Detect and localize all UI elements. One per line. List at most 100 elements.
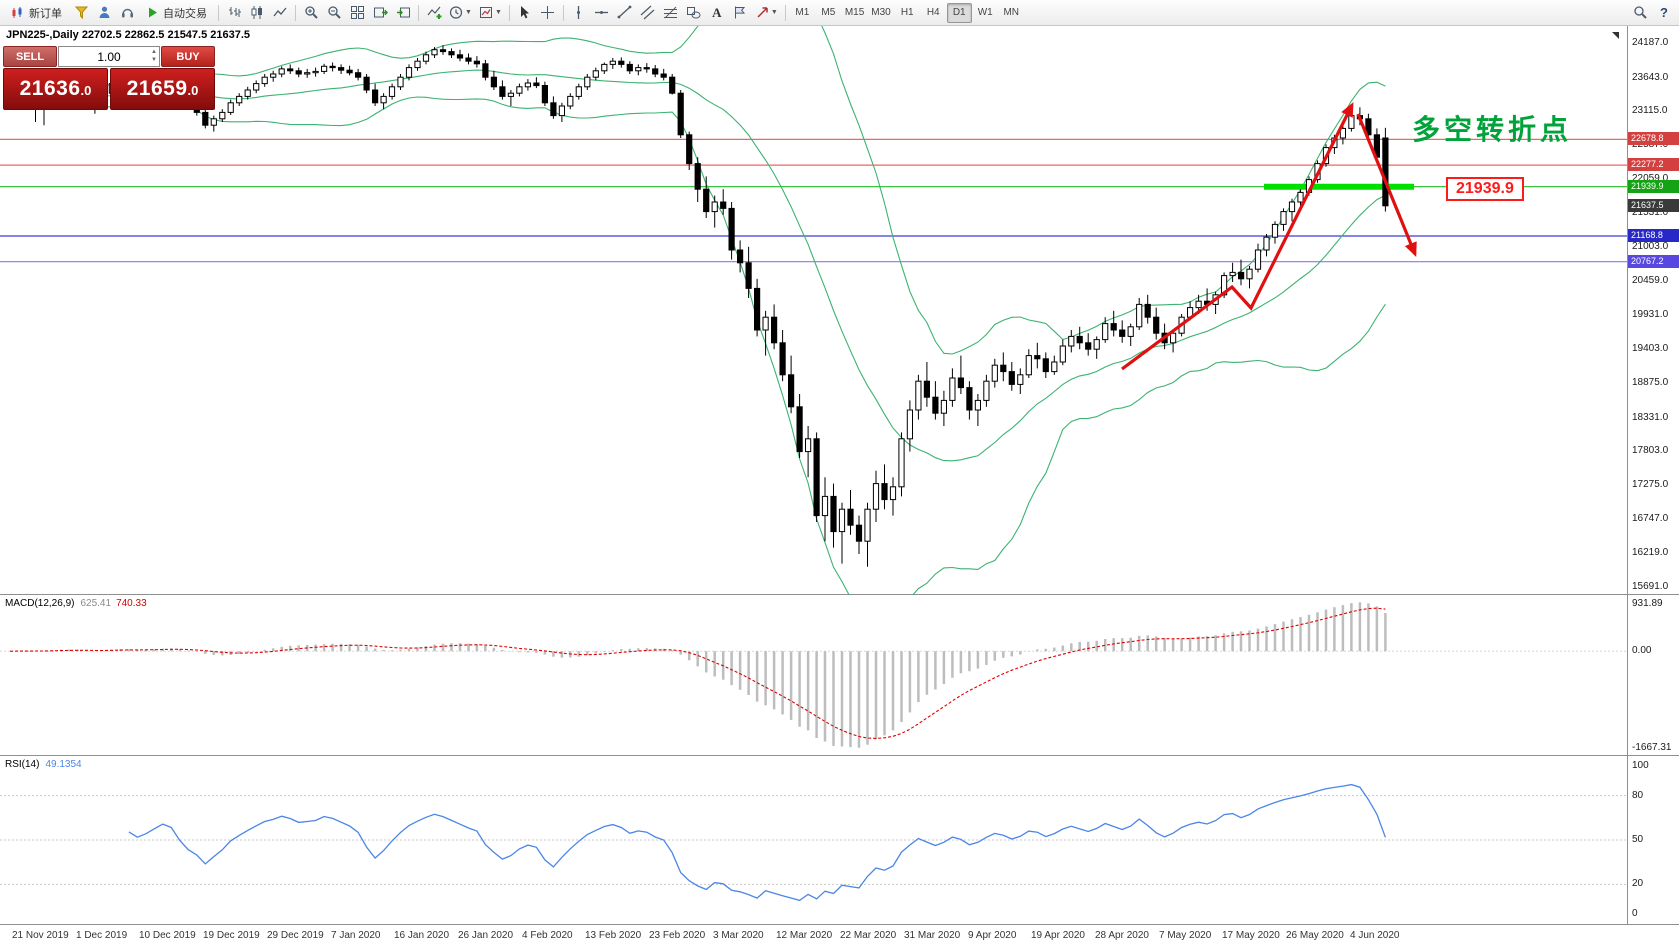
one-click-trading-panel: SELL ▲▼ BUY 21636.0 21659.0 xyxy=(3,46,215,110)
new-order-label: 新订单 xyxy=(29,7,62,20)
periods-button[interactable]: ▼ xyxy=(446,3,475,23)
toolbar-separator xyxy=(218,4,219,21)
date-label: 13 Feb 2020 xyxy=(585,930,642,941)
candlestick-mode-button[interactable] xyxy=(246,3,268,23)
price-tick: 17275.0 xyxy=(1632,479,1669,490)
bar-chart-mode-button[interactable] xyxy=(223,3,245,23)
spin-down-icon[interactable]: ▼ xyxy=(151,57,157,63)
sell-button[interactable]: SELL xyxy=(3,46,57,67)
zoom-in-button[interactable] xyxy=(300,3,322,23)
date-label: 19 Apr 2020 xyxy=(1031,930,1085,941)
rsi-axis[interactable]: 100 80 50 20 0 xyxy=(1627,756,1679,924)
line-chart-mode-button[interactable] xyxy=(269,3,291,23)
tile-windows-button[interactable] xyxy=(346,3,368,23)
new-order-button[interactable]: 新订单 xyxy=(4,3,69,23)
profile-button[interactable] xyxy=(93,3,115,23)
auto-trading-label: 自动交易 xyxy=(163,7,207,20)
auto-trading-button[interactable]: 自动交易 xyxy=(139,3,214,23)
timeframe-d1[interactable]: D1 xyxy=(946,2,972,23)
auto-scroll-button[interactable] xyxy=(369,3,391,23)
macd-axis-label: 0.00 xyxy=(1632,645,1652,657)
date-label: 1 Dec 2019 xyxy=(76,930,128,941)
toolbar-separator xyxy=(418,4,419,21)
arrows-tool[interactable]: ▼ xyxy=(752,3,781,23)
templates-button[interactable]: ▼ xyxy=(476,3,505,23)
date-label: 16 Jan 2020 xyxy=(394,930,450,941)
price-tick: 21531.0 xyxy=(1632,207,1669,218)
shapes-tool[interactable] xyxy=(683,3,705,23)
date-label: 22 Mar 2020 xyxy=(840,930,897,941)
date-label: 26 May 2020 xyxy=(1286,930,1344,941)
price-tick: 17803.0 xyxy=(1632,445,1669,456)
auto-scroll-icon xyxy=(373,7,388,18)
price-axis[interactable]: 24187.023643.023115.022587.022059.021531… xyxy=(1627,26,1679,594)
timeframe-h4[interactable]: H4 xyxy=(926,7,940,18)
zoom-in-icon xyxy=(304,6,318,19)
sell-price-main: 21636 xyxy=(19,77,81,100)
main-chart-canvas[interactable] xyxy=(0,26,1627,595)
price-tick: 21003.0 xyxy=(1632,241,1669,252)
fibonacci-tool[interactable] xyxy=(660,3,682,23)
date-label: 28 Apr 2020 xyxy=(1095,930,1149,941)
sell-price-display[interactable]: 21636.0 xyxy=(3,68,108,110)
bar-chart-icon xyxy=(228,7,241,17)
price-tick: 23643.0 xyxy=(1632,72,1669,83)
macd-axis-label: -1667.31 xyxy=(1632,742,1672,753)
date-label: 3 Mar 2020 xyxy=(713,930,764,941)
indicators-button[interactable] xyxy=(423,3,445,23)
text-tool[interactable]: A xyxy=(712,4,722,20)
buy-price-display[interactable]: 21659.0 xyxy=(110,68,215,110)
chart-shift-button[interactable] xyxy=(392,3,414,23)
timeframe-w1[interactable]: W1 xyxy=(977,7,993,18)
date-label: 29 Dec 2019 xyxy=(267,930,324,941)
price-tick: 19931.0 xyxy=(1632,309,1669,320)
timeframe-h1[interactable]: H1 xyxy=(900,7,914,18)
toolbar-right-group: ? xyxy=(1629,3,1675,23)
buy-button[interactable]: BUY xyxy=(161,46,215,67)
time-axis[interactable]: 21 Nov 2019 1 Dec 2019 10 Dec 2019 19 Dec 2… xyxy=(0,925,1679,947)
date-label: 7 Jan 2020 xyxy=(331,930,381,941)
clock-icon xyxy=(449,6,463,19)
rsi-canvas[interactable] xyxy=(0,756,1627,924)
timeframe-mn[interactable]: MN xyxy=(1003,7,1019,18)
search-button[interactable] xyxy=(1629,3,1651,23)
timeframe-m5[interactable]: M5 xyxy=(821,7,836,18)
macd-axis[interactable]: 931.89 0.00 -1667.31 xyxy=(1627,595,1679,755)
timeframe-m1[interactable]: M1 xyxy=(795,7,810,18)
price-tick: 20459.0 xyxy=(1632,275,1669,286)
volume-field-wrap: ▲▼ xyxy=(58,46,160,67)
rsi-panel: RSI(14) 49.1354 100 80 50 20 0 xyxy=(0,756,1679,925)
date-label: 21 Nov 2019 xyxy=(12,930,69,941)
rsi-label: RSI(14) xyxy=(5,759,40,770)
macd-canvas[interactable] xyxy=(0,595,1627,755)
cursor-button[interactable] xyxy=(514,3,536,23)
spin-up-icon[interactable]: ▲ xyxy=(151,49,157,55)
vertical-line-tool[interactable] xyxy=(568,3,590,23)
crosshair-button[interactable] xyxy=(537,3,559,23)
date-label: 23 Feb 2020 xyxy=(649,930,706,941)
channel-tool[interactable] xyxy=(637,3,659,23)
indicators-icon xyxy=(427,6,441,19)
profile-icon xyxy=(99,6,109,18)
help-button[interactable]: ? xyxy=(1660,5,1668,20)
timeframe-m15[interactable]: M15 xyxy=(844,7,865,18)
new-order-icon xyxy=(12,6,22,18)
chevron-down-icon: ▼ xyxy=(465,9,472,16)
crosshair-icon xyxy=(541,6,555,19)
macd-axis-label: 931.89 xyxy=(1632,598,1663,609)
timeframe-m30[interactable]: M30 xyxy=(871,7,891,18)
price-tick: 22059.0 xyxy=(1632,173,1669,184)
chevron-down-icon: ▼ xyxy=(770,9,778,16)
volume-spinner[interactable]: ▲ ▼ xyxy=(151,48,157,64)
chart-window-button[interactable] xyxy=(70,3,92,23)
trendline-tool[interactable] xyxy=(614,3,636,23)
text-label-tool[interactable] xyxy=(729,3,751,23)
market-watch-button[interactable] xyxy=(116,3,138,23)
rsi-axis-label: 0 xyxy=(1632,908,1638,919)
zoom-out-button[interactable] xyxy=(323,3,345,23)
horizontal-line-tool[interactable] xyxy=(591,3,613,23)
vertical-line-icon xyxy=(577,6,581,19)
volume-input[interactable] xyxy=(72,48,146,65)
toolbar: 新订单 自动交易 xyxy=(0,0,1679,26)
date-label: 4 Jun 2020 xyxy=(1350,930,1400,941)
